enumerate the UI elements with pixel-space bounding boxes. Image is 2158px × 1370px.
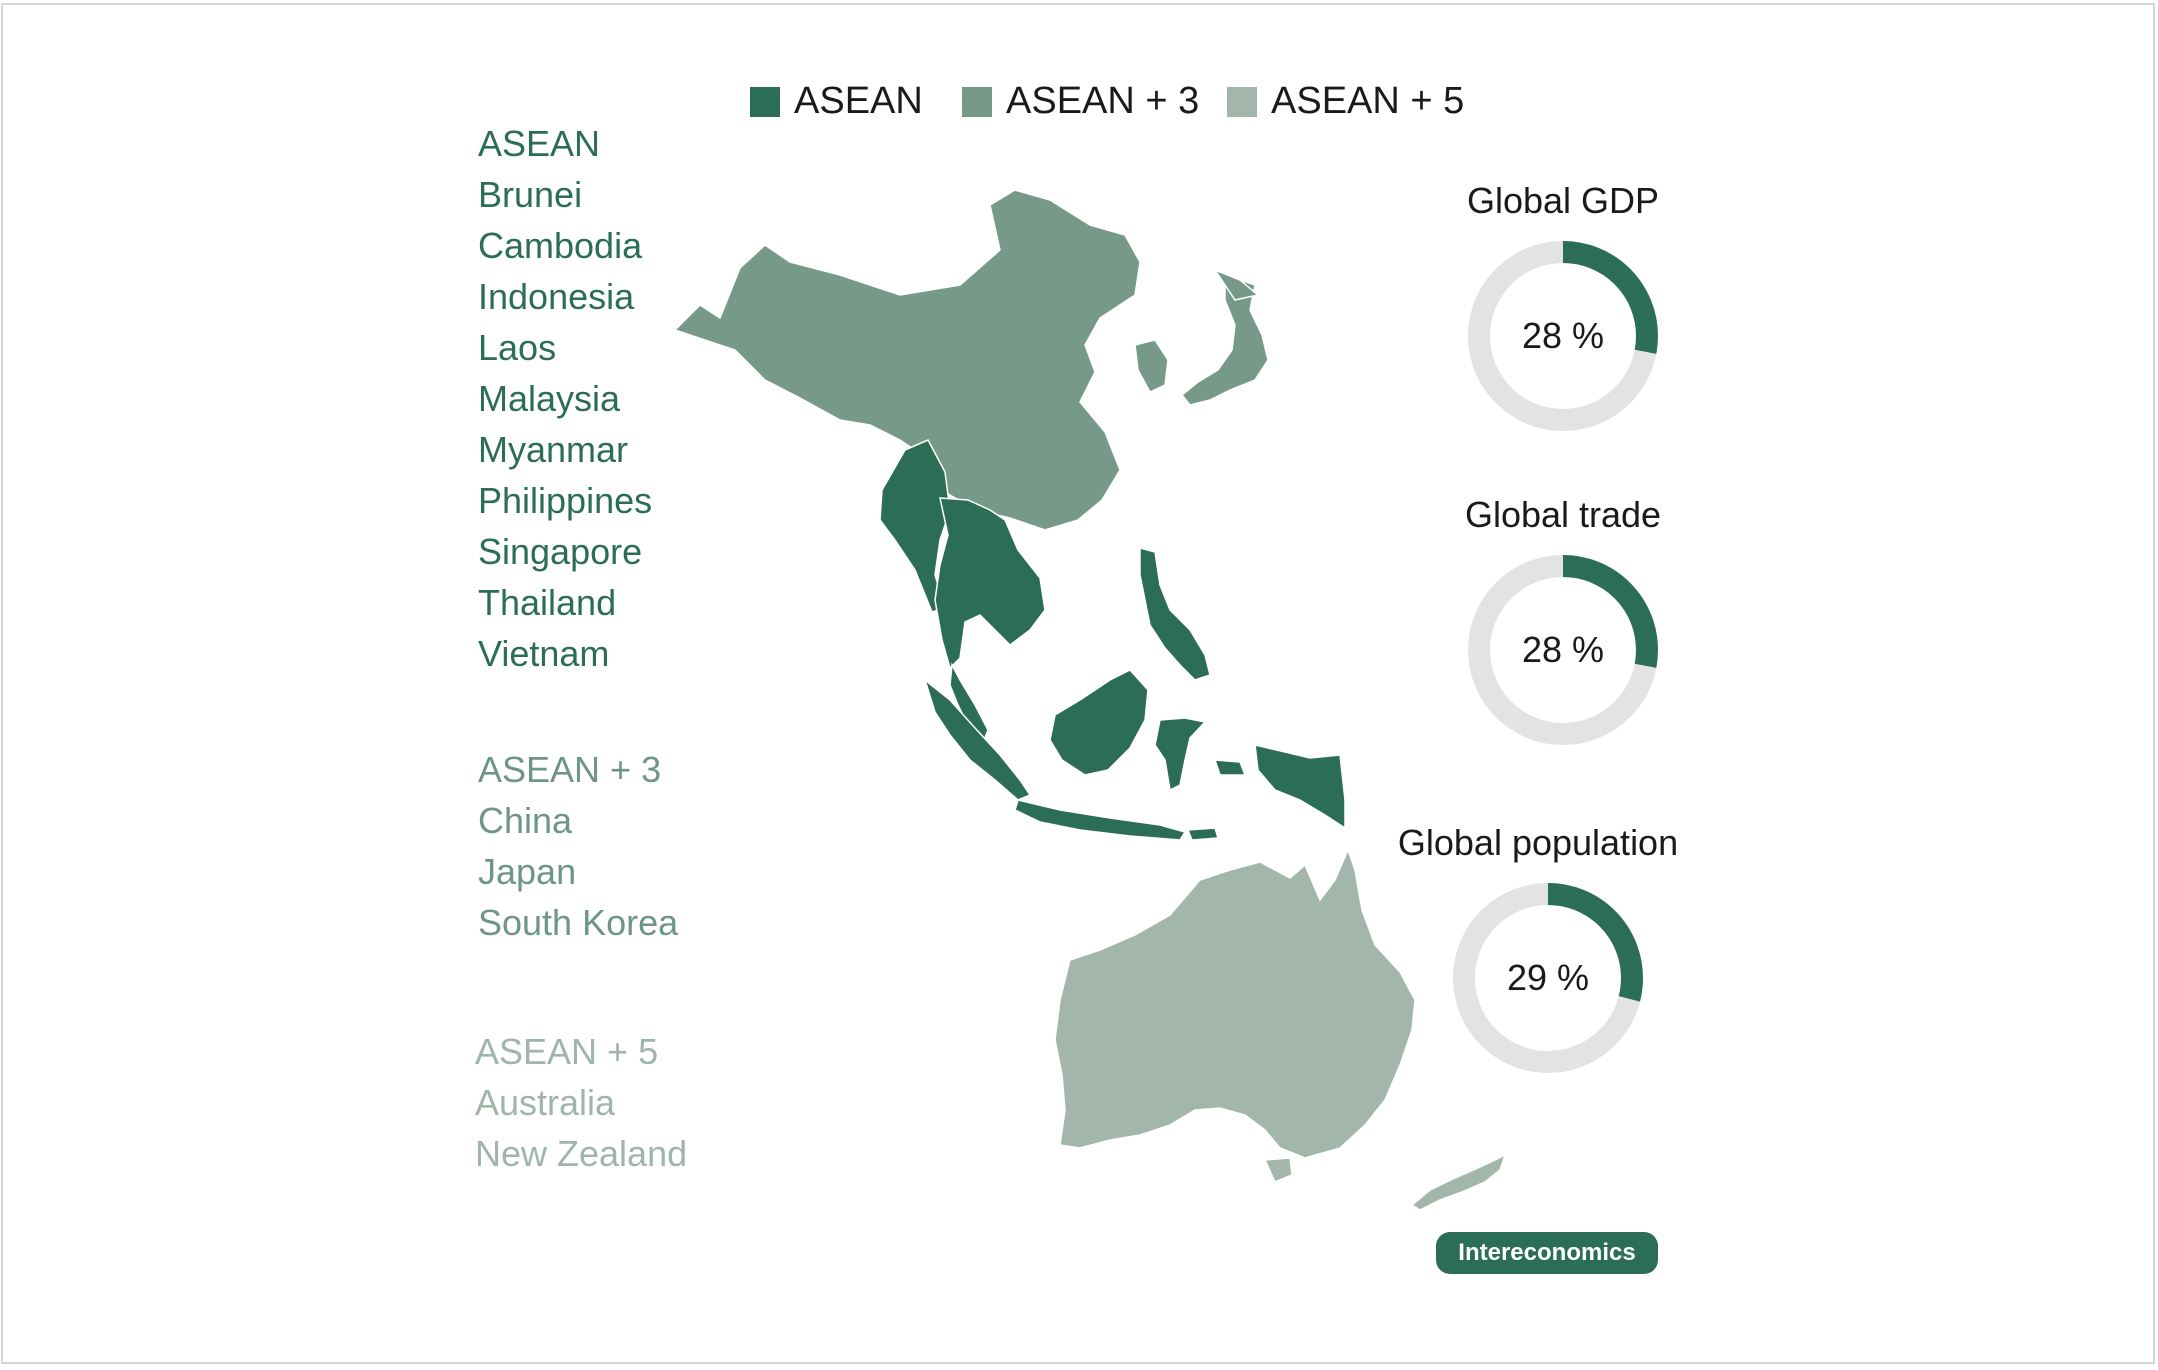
country-item: Vietnam xyxy=(478,633,610,674)
map-hokkaido xyxy=(1213,268,1260,301)
legend-label-asean-plus-3: ASEAN + 3 xyxy=(1006,80,1200,122)
group-title-asean-plus-5: ASEAN + 5 xyxy=(475,1031,659,1072)
donut-chart: 29 % xyxy=(1448,878,1648,1078)
stat-global-population: Global population 29 % xyxy=(1348,822,1728,1078)
donut-svg xyxy=(1468,241,1658,431)
country-item: Australia xyxy=(475,1082,616,1123)
stat-label: Global trade xyxy=(1464,494,1662,535)
donut-chart: 28 % xyxy=(1463,236,1663,436)
country-item: Indonesia xyxy=(478,276,635,317)
map-tasmania xyxy=(1263,1157,1293,1183)
country-item: Philippines xyxy=(478,480,653,521)
donut-svg xyxy=(1468,555,1658,745)
stat-label: Global population xyxy=(1397,822,1679,863)
donut-arc xyxy=(1468,555,1658,745)
map-sulawesi xyxy=(1154,717,1207,792)
country-item: Brunei xyxy=(478,174,583,215)
legend-item-asean-plus-5: ASEAN + 5 xyxy=(1227,80,1464,123)
map-china xyxy=(673,189,1141,531)
country-item: Singapore xyxy=(478,531,643,572)
legend-swatch-asean-plus-5 xyxy=(1227,86,1257,117)
legend-swatch-asean-plus-3 xyxy=(962,86,992,117)
map-australia xyxy=(1054,847,1416,1159)
map-java xyxy=(1014,799,1187,841)
group-asean-plus-5: ASEAN + 5 Australia New Zealand xyxy=(475,1026,687,1179)
country-item: Malaysia xyxy=(478,378,621,419)
country-item: Japan xyxy=(478,851,577,892)
donut-chart: 28 % xyxy=(1463,550,1663,750)
figure-frame xyxy=(1,3,2155,1364)
map-korea xyxy=(1134,339,1169,393)
map-small-islands xyxy=(1186,759,1247,841)
country-item: China xyxy=(478,800,573,841)
group-asean: ASEAN Brunei Cambodia Indonesia Laos Mal… xyxy=(478,118,652,679)
legend-item-asean-plus-3: ASEAN + 3 xyxy=(962,80,1199,123)
country-item: Laos xyxy=(478,327,557,368)
publisher-logo: Intereconomics xyxy=(1436,1232,1658,1274)
country-item: Myanmar xyxy=(478,429,629,470)
map-borneo xyxy=(1049,669,1149,776)
map-indochina xyxy=(934,497,1046,670)
group-title-asean-plus-3: ASEAN + 3 xyxy=(478,749,662,790)
group-asean-plus-3: ASEAN + 3 China Japan South Korea xyxy=(478,744,678,948)
country-item: Cambodia xyxy=(478,225,643,266)
country-item: New Zealand xyxy=(475,1133,688,1174)
map-papua xyxy=(1254,744,1346,830)
country-item: South Korea xyxy=(478,902,679,943)
map-new-zealand xyxy=(1410,1153,1507,1211)
donut-svg xyxy=(1453,883,1643,1073)
donut-value: 28 % xyxy=(1521,629,1605,670)
legend-swatch-asean xyxy=(750,86,780,117)
group-title-asean: ASEAN xyxy=(478,123,601,164)
donut-value: 28 % xyxy=(1521,315,1605,356)
stat-global-trade: Global trade 28 % xyxy=(1373,494,1753,750)
map-sumatra xyxy=(923,677,1032,801)
stat-label: Global GDP xyxy=(1466,180,1660,221)
legend-label-asean-plus-5: ASEAN + 5 xyxy=(1271,80,1465,122)
donut-arc xyxy=(1468,241,1658,431)
country-item: Thailand xyxy=(478,582,617,623)
legend-label-asean: ASEAN xyxy=(794,80,923,122)
donut-value: 29 % xyxy=(1506,957,1590,998)
donut-arc xyxy=(1453,883,1643,1073)
stat-global-gdp: Global GDP 28 % xyxy=(1373,180,1753,436)
map-japan xyxy=(1180,273,1269,406)
map-philippines xyxy=(1139,547,1211,681)
legend-item-asean: ASEAN xyxy=(750,80,923,123)
